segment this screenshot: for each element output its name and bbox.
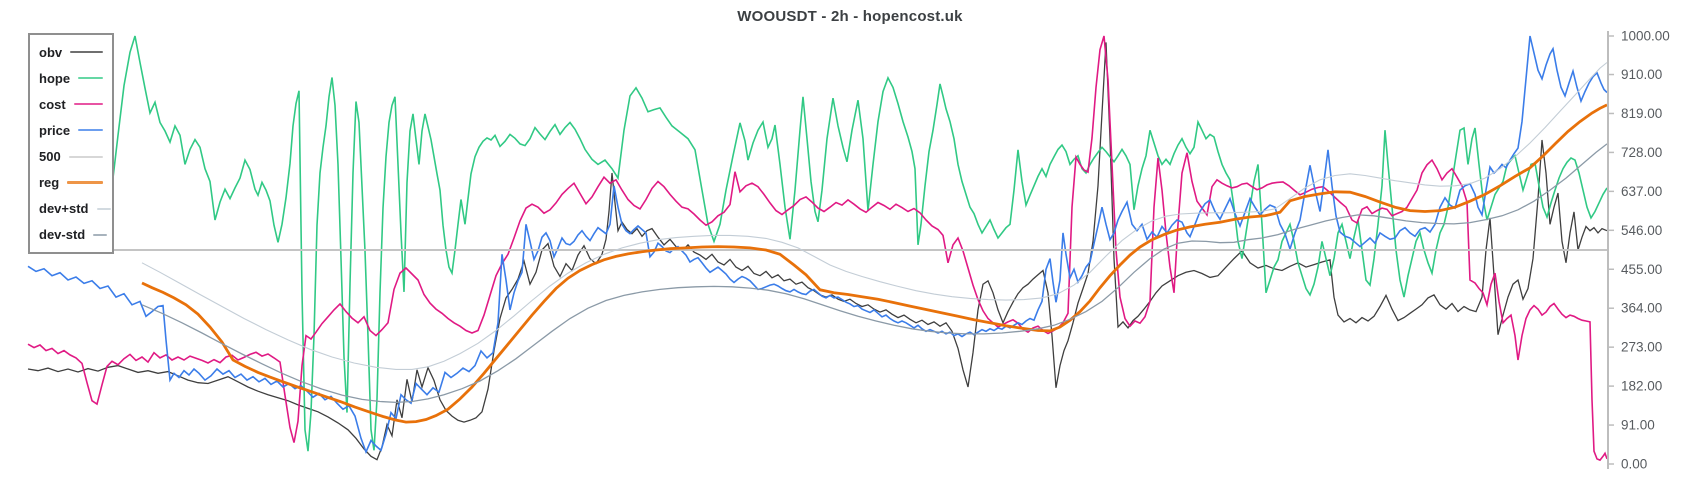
legend-item-swatch bbox=[68, 155, 103, 158]
legend-item-swatch bbox=[93, 233, 108, 236]
y-axis-tick-label: 1000.00 bbox=[1621, 29, 1670, 44]
legend-item-label: reg bbox=[39, 175, 60, 191]
legend-item-price: price bbox=[30, 123, 112, 138]
y-axis-tick-label: 728.00 bbox=[1621, 145, 1662, 160]
y-axis-tick-label: 819.00 bbox=[1621, 106, 1662, 121]
series-line-dev-std bbox=[141, 143, 1608, 404]
legend-item-label: dev+std bbox=[39, 201, 89, 217]
y-axis-tick-label: 182.00 bbox=[1621, 379, 1662, 394]
y-axis-tick-label: 910.00 bbox=[1621, 67, 1662, 82]
series-line-cost bbox=[27, 35, 1608, 462]
series-line-obv bbox=[27, 42, 1608, 461]
legend-item-label: 500 bbox=[39, 149, 61, 165]
y-axis-tick-label: 455.00 bbox=[1621, 262, 1662, 277]
legend-item-hope: hope bbox=[30, 71, 112, 86]
y-axis-tick-label: 91.00 bbox=[1621, 418, 1655, 433]
series-line-price bbox=[27, 35, 1608, 455]
series-line-hope bbox=[99, 35, 1608, 452]
series-line-dev+std bbox=[141, 62, 1608, 370]
legend-item-swatch bbox=[67, 181, 103, 185]
legend-item-500: 500 bbox=[30, 149, 112, 164]
legend-item-swatch bbox=[70, 51, 103, 54]
legend-item-label: cost bbox=[39, 96, 66, 112]
legend-item-dev-std: dev-std bbox=[30, 227, 112, 242]
legend: obv hope cost price 500 reg dev+std dev-std bbox=[28, 33, 114, 254]
legend-item-cost: cost bbox=[30, 97, 112, 112]
legend-item-swatch bbox=[78, 129, 103, 132]
legend-item-label: hope bbox=[39, 70, 71, 86]
legend-item-label: obv bbox=[39, 44, 63, 60]
y-axis-tick-label: 273.00 bbox=[1621, 340, 1662, 355]
y-axis-tick-label: 546.00 bbox=[1621, 223, 1662, 238]
y-axis-tick-label: 0.00 bbox=[1621, 457, 1647, 472]
legend-item-swatch bbox=[78, 77, 103, 80]
y-axis-tick-label: 637.00 bbox=[1621, 184, 1662, 199]
legend-item-label: price bbox=[39, 122, 71, 138]
legend-item-label: dev-std bbox=[39, 227, 86, 243]
legend-item-obv: obv bbox=[30, 45, 112, 60]
chart-title: WOOUSDT - 2h - hopencost.uk bbox=[737, 8, 963, 25]
legend-item-swatch bbox=[96, 207, 111, 210]
series-line-reg bbox=[141, 103, 1608, 424]
legend-item-reg: reg bbox=[30, 175, 112, 190]
y-axis-tick-label: 364.00 bbox=[1621, 301, 1662, 316]
legend-item-swatch bbox=[73, 103, 103, 106]
legend-item-dev-std: dev+std bbox=[30, 201, 112, 216]
